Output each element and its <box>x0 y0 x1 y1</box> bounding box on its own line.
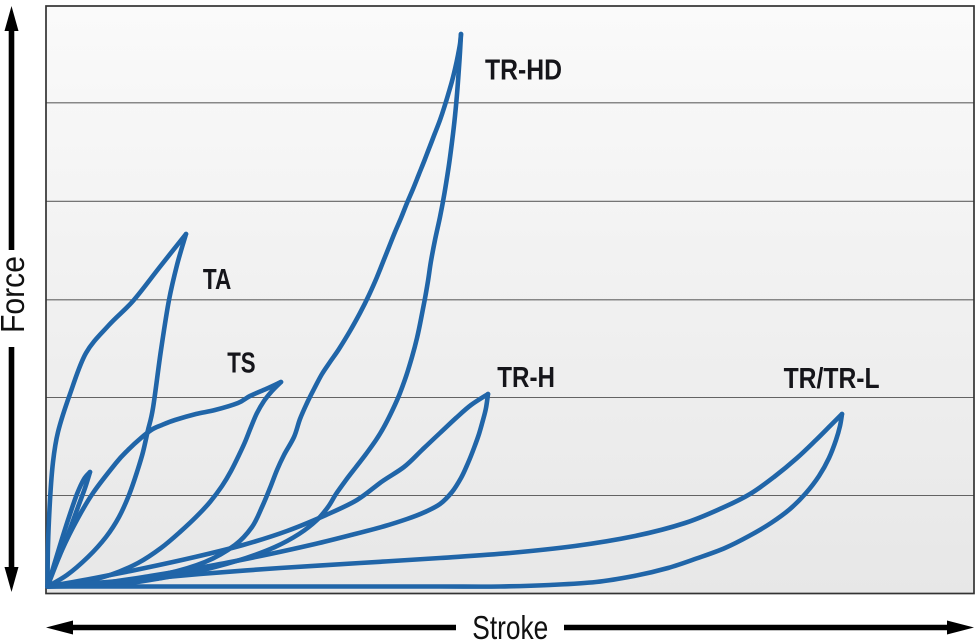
svg-text:TR/TR-L: TR/TR-L <box>784 363 880 395</box>
svg-text:Force: Force <box>0 256 31 333</box>
svg-text:TS: TS <box>227 348 255 380</box>
svg-text:TA: TA <box>203 264 231 296</box>
svg-text:Stroke: Stroke <box>472 609 548 644</box>
svg-text:TR-HD: TR-HD <box>485 55 562 87</box>
svg-text:TR-H: TR-H <box>497 362 555 394</box>
